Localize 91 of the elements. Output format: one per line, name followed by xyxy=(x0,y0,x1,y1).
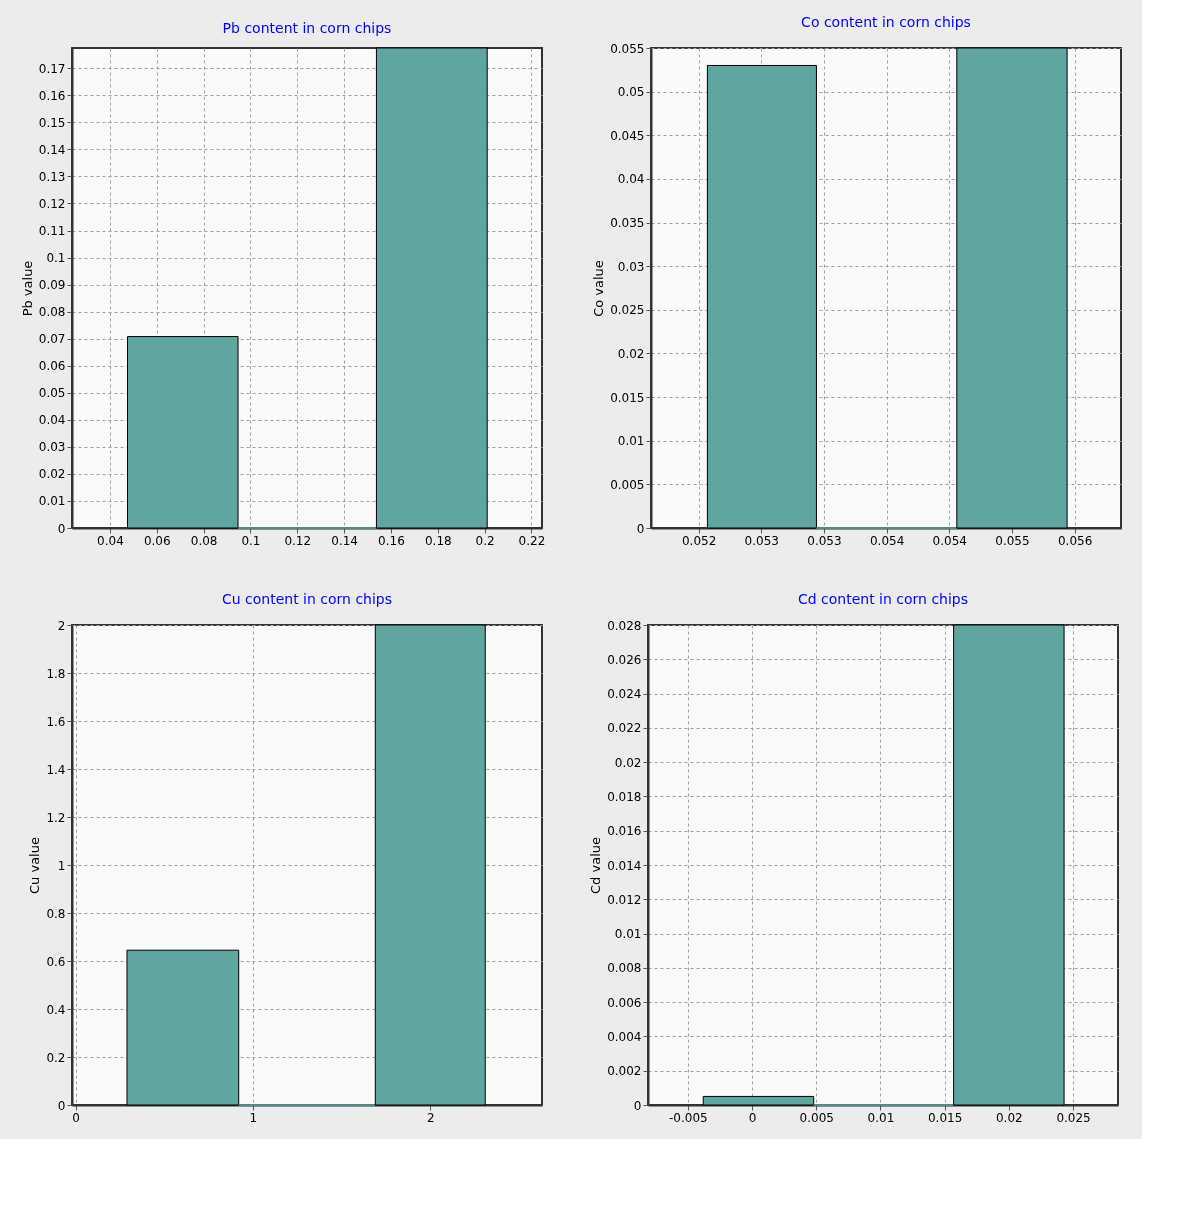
y-tick-label: 0.012 xyxy=(607,892,642,907)
y-tick-label: 0.05 xyxy=(617,85,645,100)
chart-title: Cd content in corn chips xyxy=(797,591,969,607)
y-tick-label: 0.006 xyxy=(607,995,642,1010)
x-tick-label: 0.14 xyxy=(331,533,358,548)
y-tick-label: 1 xyxy=(57,858,66,873)
x-tick-label: 0.054 xyxy=(932,533,967,548)
y-tick-label: 1.2 xyxy=(46,810,66,825)
y-tick-label: 0.028 xyxy=(607,618,642,633)
x-tick-label: 0 xyxy=(748,1110,757,1125)
y-tick-label: 0.2 xyxy=(46,1050,66,1065)
x-tick-label: 0.02 xyxy=(995,1110,1023,1125)
y-tick-label: 0.08 xyxy=(38,305,66,320)
y-tick-label: 0.02 xyxy=(38,467,66,482)
x-tick-label: 0.055 xyxy=(995,533,1030,548)
x-tick-label: 0.025 xyxy=(1056,1110,1091,1125)
x-tick-label: 0.053 xyxy=(807,533,842,548)
y-tick-label: 0.02 xyxy=(614,755,642,770)
y-tick-label: 0.004 xyxy=(607,1029,642,1044)
x-tick-label: 0.2 xyxy=(475,533,495,548)
y-tick-label: 1.8 xyxy=(46,666,66,681)
x-tick-label: 0.054 xyxy=(869,533,905,548)
y-tick-label: 0.015 xyxy=(610,390,645,405)
y-tick-label: 0.026 xyxy=(607,652,642,667)
y-tick-label: 0.005 xyxy=(610,477,645,492)
x-tick-label: -0.005 xyxy=(668,1110,708,1125)
x-tick-label: 0 xyxy=(72,1110,80,1125)
y-tick-label: 0.12 xyxy=(38,196,66,211)
y-tick-label: 0.09 xyxy=(38,278,66,293)
y-tick-label: 0.8 xyxy=(46,906,66,921)
x-tick-label: 0.005 xyxy=(799,1110,834,1125)
y-tick-label: 0.01 xyxy=(617,434,645,449)
x-tick-label: 0.052 xyxy=(681,533,717,548)
chart-title: Pb content in corn chips xyxy=(222,19,392,36)
y-tick-label: 0.025 xyxy=(610,303,645,318)
x-tick-label: 0.18 xyxy=(424,533,452,548)
y-tick-label: 0.024 xyxy=(607,687,642,702)
y-tick-label: 0.016 xyxy=(607,824,642,839)
y-tick-label: 0.06 xyxy=(38,359,66,374)
y-tick-label: 0.01 xyxy=(38,494,66,509)
y-tick-label: 0.6 xyxy=(46,954,66,969)
y-tick-label: 0.02 xyxy=(617,346,645,361)
x-tick-label: 0.056 xyxy=(1057,533,1093,548)
chart-title: Co content in corn chips xyxy=(801,14,971,30)
x-tick-label: 0.053 xyxy=(744,533,779,548)
y-tick-label: 0 xyxy=(57,1098,66,1113)
x-tick-label: 0.06 xyxy=(143,533,171,548)
y-tick-label: 0.17 xyxy=(38,61,66,76)
y-tick-label: 0.16 xyxy=(38,88,66,103)
x-tick-label: 0.16 xyxy=(378,533,405,548)
y-tick-label: 0.14 xyxy=(38,142,66,157)
y-tick-label: 0.05 xyxy=(38,386,66,401)
y-tick-label: 0.03 xyxy=(38,440,66,455)
y-tick-label: 0.045 xyxy=(610,128,645,143)
y-tick-label: 0.018 xyxy=(607,789,642,804)
x-tick-label: 0.1 xyxy=(241,533,261,548)
x-tick-label: 0.22 xyxy=(518,533,546,548)
y-tick-label: 0.008 xyxy=(607,961,642,976)
y-tick-label: 0.022 xyxy=(607,721,642,736)
chart-title: Cu content in corn chips xyxy=(221,591,393,607)
y-tick-label: 0.4 xyxy=(46,1002,66,1017)
y-tick-label: 0.002 xyxy=(607,1064,642,1079)
y-tick-label: 0.03 xyxy=(617,259,645,274)
y-tick-label: 0.04 xyxy=(38,413,66,428)
x-tick-label: 2 xyxy=(426,1110,435,1125)
y-tick-label: 2 xyxy=(57,618,66,633)
x-tick-label: 0.08 xyxy=(190,533,218,548)
y-tick-label: 0 xyxy=(636,521,645,536)
y-tick-label: 0.055 xyxy=(610,41,645,56)
y-tick-label: 0.13 xyxy=(38,169,66,184)
x-tick-label: 0.12 xyxy=(284,533,312,548)
y-axis-title: Cd value xyxy=(588,837,604,894)
x-tick-label: 0.04 xyxy=(97,533,124,548)
y-tick-label: 0 xyxy=(57,521,66,536)
y-tick-label: 0.1 xyxy=(46,251,66,266)
y-tick-label: 0.035 xyxy=(610,216,645,231)
y-tick-label: 0 xyxy=(633,1098,642,1113)
y-tick-label: 0.014 xyxy=(607,858,642,873)
x-tick-label: 1 xyxy=(249,1110,258,1125)
y-tick-label: 0.15 xyxy=(38,115,66,130)
y-axis-title: Pb value xyxy=(19,260,35,317)
y-axis-title: Co value xyxy=(591,260,607,317)
y-tick-label: 1.6 xyxy=(46,714,66,729)
y-tick-label: 1.4 xyxy=(46,762,66,777)
y-tick-label: 0.04 xyxy=(617,172,645,187)
y-axis-title: Cu value xyxy=(27,837,43,894)
y-tick-label: 0.01 xyxy=(614,927,642,942)
y-tick-label: 0.07 xyxy=(38,332,66,347)
x-tick-label: 0.015 xyxy=(927,1110,963,1125)
x-tick-label: 0.01 xyxy=(867,1110,895,1125)
y-tick-label: 0.11 xyxy=(38,224,66,239)
